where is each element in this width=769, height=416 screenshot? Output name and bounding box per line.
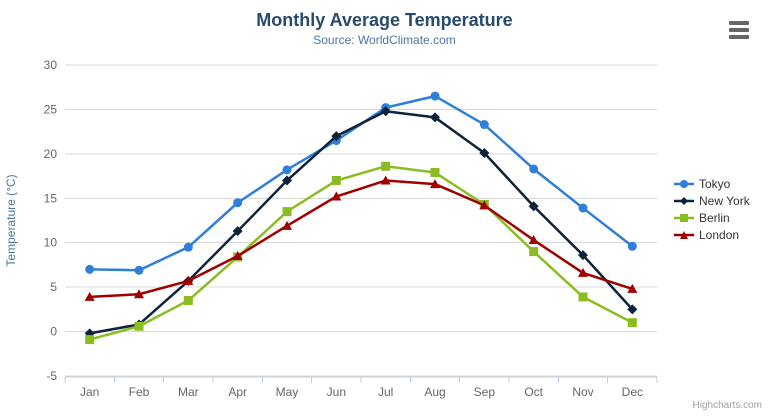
highcharts-credit[interactable]: Highcharts.com [692, 400, 762, 411]
data-point-tokyo[interactable] [134, 265, 144, 275]
data-point-tokyo[interactable] [233, 198, 243, 208]
legend-item-new-york[interactable]: New York [674, 192, 750, 209]
data-point-new-york[interactable] [232, 226, 243, 237]
x-axis-label: Mar [178, 385, 199, 399]
series-line-berlin [89, 165, 633, 341]
legend-item-berlin[interactable]: Berlin [674, 209, 750, 226]
data-point-new-york[interactable] [282, 175, 292, 186]
legend-item-tokyo[interactable]: Tokyo [674, 175, 750, 192]
y-axis-label: 25 [44, 102, 58, 116]
y-axis-label: -5 [46, 369, 57, 383]
data-point-london[interactable] [134, 289, 144, 299]
data-point-london[interactable] [627, 283, 638, 293]
legend: Tokyo New York Berlin London [674, 175, 750, 243]
x-axis-label: Feb [129, 385, 150, 399]
x-axis-label: Sep [474, 385, 496, 399]
data-point-new-york[interactable] [627, 304, 638, 315]
legend-label: New York [699, 193, 750, 208]
y-axis-label: 0 [50, 325, 57, 339]
data-point-tokyo[interactable] [430, 91, 440, 101]
data-point-london[interactable] [578, 267, 588, 277]
data-point-berlin[interactable] [430, 168, 440, 178]
y-axis-label: 10 [44, 236, 58, 250]
data-point-tokyo[interactable] [578, 203, 588, 213]
y-axis-label: 5 [50, 280, 57, 294]
hamburger-icon [729, 35, 749, 39]
x-axis-label: Jun [327, 385, 346, 399]
x-axis-label: Dec [622, 385, 643, 399]
data-point-london[interactable] [380, 175, 391, 185]
x-axis-label: Aug [424, 385, 445, 399]
data-point-london[interactable] [528, 235, 539, 245]
x-axis-label: Jul [378, 385, 393, 399]
y-axis-title: Temperature (°C) [4, 174, 18, 266]
data-point-tokyo[interactable] [479, 120, 489, 130]
legend-marker-icon [674, 179, 694, 188]
chart-title: Monthly Average Temperature [256, 10, 513, 30]
data-point-berlin[interactable] [578, 292, 588, 302]
data-point-berlin[interactable] [134, 321, 144, 331]
x-axis-label: Oct [524, 385, 543, 399]
y-axis-label: 20 [44, 147, 58, 161]
x-axis-label: Jan [80, 385, 99, 399]
data-point-london[interactable] [232, 251, 243, 261]
data-point-berlin[interactable] [85, 335, 95, 345]
hamburger-icon [729, 21, 749, 25]
data-point-new-york[interactable] [528, 201, 539, 212]
data-point-london[interactable] [282, 220, 292, 230]
series-line-london [89, 179, 633, 299]
data-point-london[interactable] [84, 291, 95, 301]
data-point-berlin[interactable] [331, 176, 341, 186]
data-point-tokyo[interactable] [627, 241, 637, 251]
data-point-berlin[interactable] [183, 295, 193, 305]
data-point-london[interactable] [430, 179, 440, 189]
x-axis-label: Nov [572, 385, 593, 399]
data-point-london[interactable] [479, 200, 490, 210]
data-point-london[interactable] [331, 191, 342, 201]
x-axis-label: May [276, 385, 299, 399]
data-point-berlin[interactable] [381, 161, 391, 171]
data-point-tokyo[interactable] [183, 242, 193, 252]
data-point-berlin[interactable] [627, 318, 637, 328]
x-axis-label: Apr [228, 385, 247, 399]
data-point-tokyo[interactable] [282, 165, 292, 175]
data-point-london[interactable] [183, 275, 194, 285]
legend-marker-icon [674, 196, 694, 205]
legend-marker-icon [674, 213, 694, 222]
legend-label: Berlin [699, 210, 730, 225]
data-point-new-york[interactable] [380, 106, 391, 117]
data-point-new-york[interactable] [578, 250, 588, 261]
chart-subtitle: Source: WorldClimate.com [313, 33, 456, 47]
data-point-tokyo[interactable] [529, 164, 539, 174]
data-point-new-york[interactable] [479, 147, 490, 158]
series-line-new-york [89, 109, 634, 335]
data-point-tokyo[interactable] [85, 264, 95, 274]
data-point-new-york[interactable] [331, 131, 342, 142]
y-axis-label: 15 [44, 191, 58, 205]
series-line-tokyo [89, 94, 634, 272]
data-point-new-york[interactable] [430, 112, 440, 123]
data-point-berlin[interactable] [529, 247, 539, 257]
hamburger-icon [729, 28, 749, 32]
data-point-berlin[interactable] [282, 207, 292, 217]
legend-marker-icon [674, 230, 694, 239]
y-axis-label: 30 [44, 58, 58, 72]
export-menu-button[interactable] [727, 17, 755, 43]
legend-label: London [699, 227, 740, 242]
legend-label: Tokyo [699, 176, 731, 191]
legend-item-london[interactable]: London [674, 226, 750, 243]
